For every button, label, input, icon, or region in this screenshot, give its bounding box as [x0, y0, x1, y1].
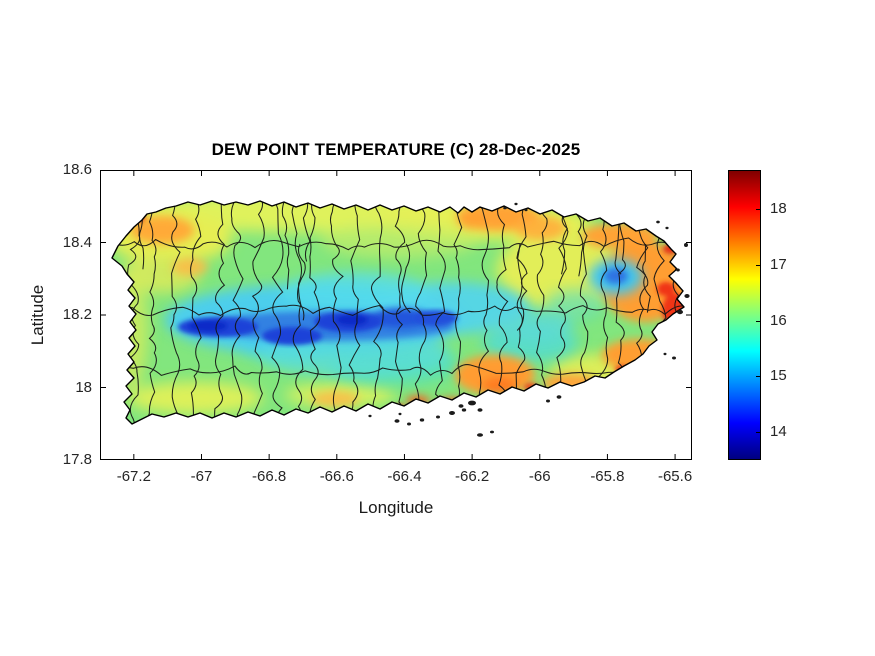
municipality-border — [251, 201, 265, 424]
x-tick-label: -65.8 — [590, 468, 625, 485]
municipality-border — [516, 243, 523, 331]
municipality-border — [112, 363, 684, 377]
municipality-border — [170, 201, 182, 424]
municipality-border — [297, 243, 306, 321]
municipality-border — [230, 201, 244, 424]
x-tick-label: -65.6 — [657, 468, 693, 485]
municipality-boundaries — [112, 201, 684, 424]
x-tick-label: -66.8 — [252, 468, 287, 485]
y-tick-label: 18.2 — [62, 306, 92, 323]
plot-title: DEW POINT TEMPERATURE (C) 28-Dec-2025 — [211, 140, 581, 159]
map-plot-area — [100, 170, 692, 460]
colorbar-tick-mark — [756, 432, 761, 434]
x-tick-label: -66.4 — [387, 468, 422, 485]
municipality-border — [672, 201, 683, 424]
axes-box — [100, 170, 692, 460]
x-tick-label: -67 — [190, 468, 213, 485]
y-tick-label: 18.6 — [62, 161, 92, 178]
municipality-border — [435, 201, 446, 424]
colorbar-tick-label: 14 — [770, 423, 787, 441]
colorbar-tick-mark — [756, 320, 761, 322]
y-tick-label: 18.4 — [62, 233, 92, 251]
municipality-border — [291, 201, 304, 424]
offshore-islets — [368, 202, 690, 437]
municipality-border — [271, 201, 284, 424]
x-axis-label: Longitude — [358, 498, 434, 517]
municipality-border — [348, 201, 361, 424]
x-tick-label: -66 — [528, 468, 551, 485]
colorbar-tick-label: 18 — [770, 200, 787, 218]
municipality-border — [642, 243, 651, 313]
municipality-border — [394, 201, 406, 424]
municipality-border — [214, 201, 226, 424]
colorbar-tick-mark — [756, 209, 761, 211]
municipality-border — [112, 304, 684, 317]
municipality-border — [281, 201, 290, 290]
municipality-border — [190, 201, 202, 424]
colorbar-tick-label: 15 — [770, 367, 787, 385]
municipality-border — [477, 201, 490, 424]
municipality-border — [370, 201, 384, 424]
x-tick-label: -66.2 — [455, 468, 490, 485]
colorbar-tick-mark — [756, 264, 761, 266]
puerto-rico-dewpoint-map — [100, 170, 692, 460]
x-tick-label: -66.6 — [319, 468, 354, 485]
y-tick-label: 17.8 — [62, 451, 92, 468]
colorbar-tick-label: 17 — [770, 255, 787, 273]
colorbar-tick-mark — [756, 376, 761, 378]
colorbar-tick-label: 16 — [770, 311, 787, 329]
dew-point-field — [112, 201, 684, 424]
municipality-border — [112, 237, 684, 251]
municipality-border — [308, 201, 321, 424]
municipality-border — [329, 201, 344, 424]
x-tick-label: -67.2 — [116, 468, 151, 485]
island-coastline — [111, 200, 685, 425]
y-tick-label: 18 — [75, 378, 92, 396]
colorbar-gradient — [728, 170, 761, 460]
municipality-border — [401, 243, 411, 314]
municipality-border — [302, 201, 311, 262]
